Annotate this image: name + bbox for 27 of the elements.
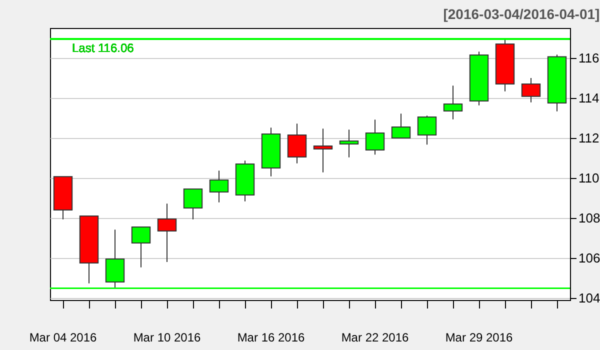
x-tick-label: Mar 04 2016 <box>29 330 98 344</box>
candlestick <box>313 128 333 173</box>
candlestick <box>339 129 359 158</box>
candlestick <box>365 119 385 156</box>
x-tick-label: Mar 29 2016 <box>445 330 514 344</box>
chart-title: [2016-03-04/2016-04-01] <box>443 6 600 22</box>
y-tick-label: 104 <box>578 290 600 306</box>
candlestick <box>391 113 411 138</box>
candlestick <box>443 85 463 120</box>
candlestick <box>183 188 203 220</box>
x-tick-label: Mar 16 2016 <box>237 330 306 344</box>
y-tick-label: 108 <box>578 210 600 226</box>
candlestick <box>209 170 229 203</box>
y-tick-label: 110 <box>578 170 600 186</box>
y-tick-label: 106 <box>578 250 600 266</box>
y-tick-label: 114 <box>578 90 600 106</box>
y-tick-label: 112 <box>578 130 600 146</box>
x-tick-label: Mar 10 2016 <box>133 330 202 344</box>
candlestick <box>287 123 307 164</box>
candlestick <box>157 203 177 262</box>
annotation: Last 116.06 <box>72 41 134 55</box>
candlestick <box>521 78 541 103</box>
candlestick <box>417 115 437 146</box>
candlestick <box>105 229 125 289</box>
x-tick-label: Mar 22 2016 <box>341 330 410 344</box>
candlestick <box>131 226 151 268</box>
y-tick-label: 116 <box>578 50 600 66</box>
